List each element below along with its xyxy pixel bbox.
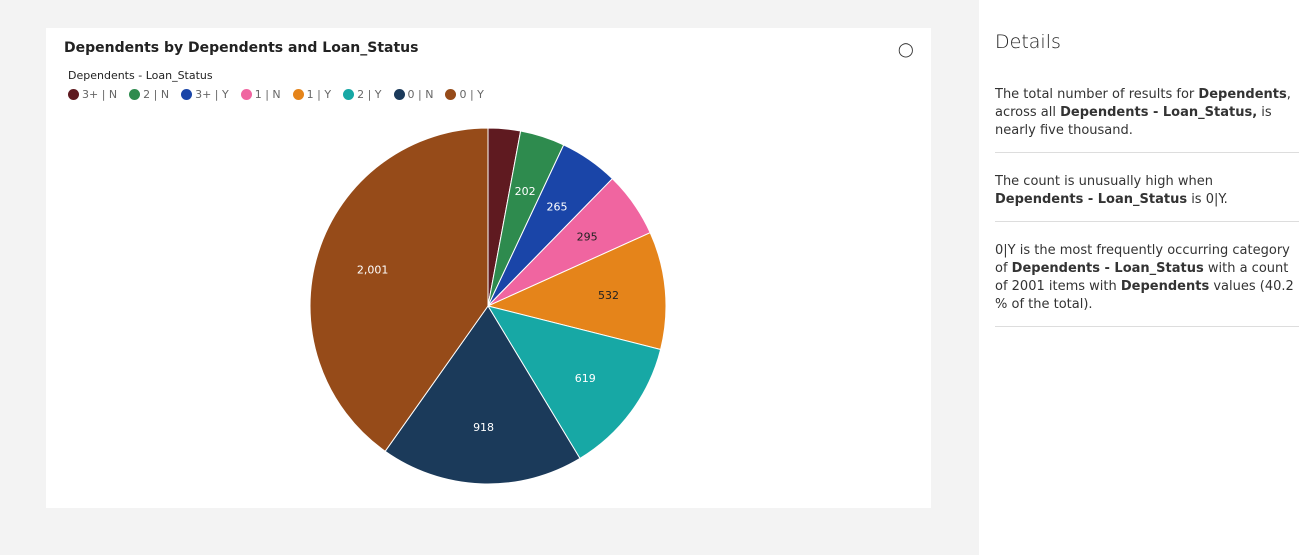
insight-text: 0|Y is the most frequently occurring cat… (995, 243, 1290, 276)
pie-slice[interactable] (309, 127, 489, 452)
legend-item[interactable]: 1 | N (240, 88, 281, 101)
slice-label: 202 (515, 185, 536, 198)
legend-item[interactable]: 1 | Y (292, 88, 332, 101)
legend-label: 2 | N (143, 88, 170, 101)
slice-label: 265 (546, 201, 567, 214)
legend-label: 0 | Y (459, 88, 484, 101)
legend-swatch (445, 89, 457, 100)
legend-swatch (240, 89, 252, 100)
legend-swatch (129, 89, 141, 100)
legend-swatch (393, 89, 405, 100)
insight-text: with a count of 2001 items with (995, 261, 1289, 294)
details-title: Details (995, 31, 1061, 53)
legend: 3+ | N 2 | N 3+ | Y 1 | N 1 | Y 2 | Y 0 | N 0 |… (68, 88, 496, 101)
pie-slice[interactable] (486, 305, 662, 460)
legend-label: 3+ | Y (195, 88, 229, 101)
legend-title: Dependents - Loan_Status (68, 69, 213, 82)
legend-swatch (343, 89, 355, 100)
chart-card: Dependents by Dependents and Loan_Status… (46, 28, 931, 508)
lightbulb-icon[interactable]: ◯ (898, 42, 914, 58)
slice-label: 2,001 (357, 263, 389, 276)
slice-label: 295 (577, 231, 598, 244)
insight-text: is 0|Y. (1187, 192, 1228, 207)
legend-label: 2 | Y (357, 88, 382, 101)
pie-slice[interactable] (384, 305, 581, 485)
legend-swatch (68, 89, 79, 100)
pie-slice[interactable] (486, 231, 667, 351)
slice-label: 918 (473, 421, 494, 434)
legend-label: 1 | N (254, 88, 281, 101)
insight-item: 0|Y is the most frequently occurring cat… (995, 242, 1299, 327)
legend-swatch (181, 89, 193, 100)
insight-text: , across all (995, 87, 1291, 120)
insight-text: values (40.2 % of the total). (995, 279, 1294, 312)
legend-item[interactable]: 2 | Y (343, 88, 382, 101)
insight-text: Dependents (1120, 279, 1210, 294)
legend-item[interactable]: 3+ | Y (181, 88, 229, 101)
insight-text: Dependents (1198, 87, 1287, 102)
insight-text: The count is unusually high when (995, 174, 1213, 189)
insight-item: The count is unusually high when Depende… (995, 173, 1299, 222)
legend-item[interactable]: 2 | N (129, 88, 169, 101)
legend-item[interactable]: 0 | Y (445, 88, 484, 101)
slice-label: 532 (598, 289, 619, 302)
legend-label: 1 | Y (306, 88, 332, 101)
insight-text: is nearly five thousand. (995, 105, 1272, 138)
insight-text: Dependents - Loan_Status, (1060, 105, 1258, 120)
details-panel: Details The total number of results for … (979, 0, 1314, 555)
legend-label: 3+ | N (82, 88, 118, 101)
insight-text: Dependents - Loan_Status (995, 192, 1188, 207)
chart-title: Dependents by Dependents and Loan_Status (64, 40, 419, 56)
legend-item[interactable]: 0 | N (393, 88, 434, 101)
insight-text: The total number of results for (995, 87, 1199, 102)
pie-chart: 202 265 295 532 619 918 2,001 (309, 127, 667, 485)
legend-label: 0 | N (407, 88, 434, 101)
legend-item[interactable]: 3+ | N (68, 88, 117, 101)
insight-item: The total number of results for Dependen… (995, 86, 1299, 153)
insight-text: Dependents - Loan_Status (1011, 261, 1204, 276)
slice-label: 619 (575, 372, 596, 385)
legend-swatch (292, 89, 304, 100)
